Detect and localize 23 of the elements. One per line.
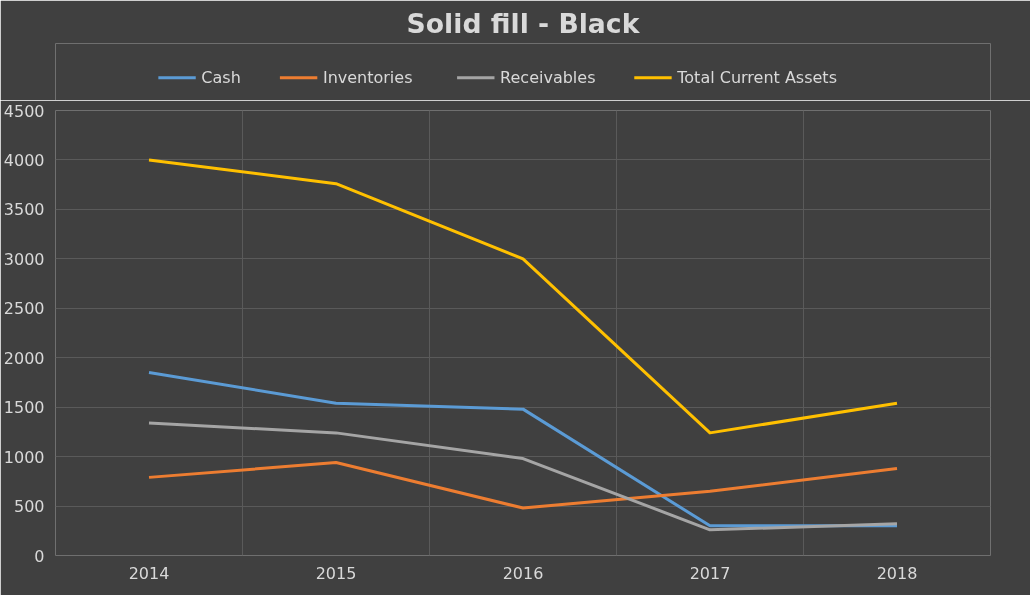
y-tick-label: 3000: [3, 249, 45, 269]
legend-label: Receivables: [500, 68, 596, 88]
line-series: [147, 421, 899, 532]
y-tick-label: 1000: [3, 447, 45, 467]
y-tick-label: 1500: [3, 398, 45, 418]
chart-title: Solid fill - Black: [406, 7, 641, 39]
line-series: [147, 158, 899, 435]
x-tick-label: 2018: [876, 563, 918, 583]
y-tick-label: 3500: [3, 200, 45, 220]
x-tick-label: 2017: [689, 563, 731, 583]
y-tick-label: 0: [34, 546, 45, 566]
y-tick-label: 500: [13, 497, 45, 517]
x-tick-label: 2015: [315, 563, 357, 583]
legend-label: Inventories: [322, 68, 413, 88]
y-tick-label: 4000: [3, 150, 45, 170]
y-tick-label: 2500: [3, 299, 45, 319]
y-tick-label: 2000: [3, 348, 45, 368]
x-tick-label: 2014: [128, 563, 170, 583]
legend-label: Cash: [201, 68, 241, 88]
line-series: [147, 461, 899, 510]
x-tick-label: 2016: [502, 563, 544, 583]
legend-label: Total Current Assets: [676, 68, 837, 88]
y-tick-label: 4500: [3, 101, 45, 121]
